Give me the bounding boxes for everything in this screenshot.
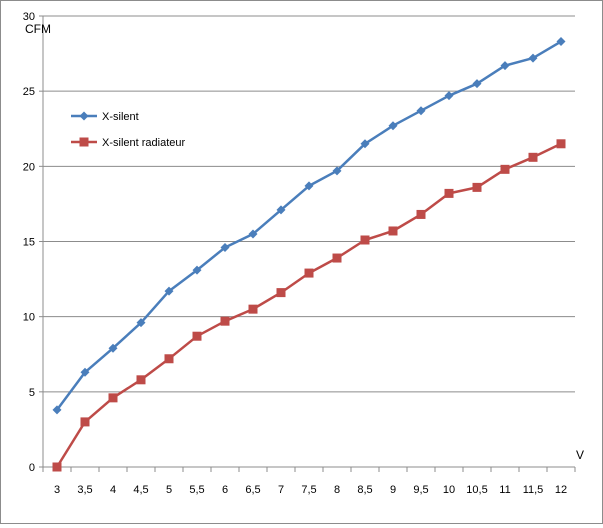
y-tick-label: 25: [23, 86, 35, 98]
x-tick-label: 9,5: [413, 484, 428, 496]
y-tick-label: 5: [29, 387, 35, 399]
data-point: [556, 139, 566, 149]
legend-label: X-silent radiateur: [102, 137, 185, 149]
x-tick-label: 4: [110, 484, 116, 496]
x-tick-label: 6,5: [245, 484, 260, 496]
data-point: [136, 375, 146, 385]
data-point: [388, 121, 398, 131]
series-layer: [52, 37, 566, 472]
legend-item: X-silent radiateur: [71, 137, 185, 149]
legend-label: X-silent: [102, 111, 139, 123]
data-point: [108, 393, 118, 403]
y-tick-label: 10: [23, 312, 35, 324]
y-tick-labels: 0 5 10 15 20 25 30: [23, 11, 35, 474]
data-point: [360, 139, 370, 149]
data-point: [528, 152, 538, 162]
x-tick-label: 6: [222, 484, 228, 496]
data-point: [164, 354, 174, 364]
x-tick-label: 12: [555, 484, 567, 496]
data-point: [248, 229, 258, 239]
x-tick-label: 10: [443, 484, 455, 496]
x-tick-labels: 3 3,5 4 4,5 5 5,5 6 6,5 7 7,5 8 8,5 9 9,5 10 10,5 11 11,5…: [54, 484, 567, 496]
data-point: [304, 181, 314, 191]
x-axis-label: V: [576, 448, 584, 462]
gridlines: [43, 15, 575, 393]
series-2: [52, 139, 566, 472]
y-tick-label: 30: [23, 11, 35, 23]
data-point: [192, 331, 202, 341]
data-point: [388, 226, 398, 236]
data-point: [80, 417, 90, 427]
data-point: [52, 462, 62, 472]
data-point: [304, 268, 314, 278]
data-point: [500, 61, 510, 71]
data-point: [472, 182, 482, 192]
series-1: [52, 37, 566, 415]
x-tick-label: 8,5: [357, 484, 372, 496]
x-tick-label: 5: [166, 484, 172, 496]
data-point: [332, 253, 342, 263]
data-point: [108, 343, 118, 353]
x-tick-label: 9: [390, 484, 396, 496]
legend-item: X-silent: [71, 111, 139, 123]
data-point: [192, 265, 202, 275]
data-point: [276, 288, 286, 298]
data-point: [444, 188, 454, 198]
x-tick-label: 7: [278, 484, 284, 496]
legend-marker: [79, 137, 89, 147]
data-point: [360, 235, 370, 245]
x-tick-label: 3,5: [77, 484, 92, 496]
series-line: [55, 40, 562, 411]
data-point: [528, 53, 538, 63]
y-tick-label: 0: [29, 462, 35, 474]
data-point: [220, 316, 230, 326]
data-point: [276, 205, 286, 215]
y-axis-label: CFM: [25, 22, 51, 36]
data-point: [80, 367, 90, 377]
x-tick-label: 3: [54, 484, 60, 496]
data-point: [444, 91, 454, 101]
legend: X-silent X-silent radiateur: [71, 111, 185, 149]
x-tick-label: 10,5: [466, 484, 487, 496]
x-tick-label: 11,5: [523, 484, 544, 496]
data-point: [248, 304, 258, 314]
legend-marker: [79, 111, 89, 121]
x-tick-label: 5,5: [189, 484, 204, 496]
data-point: [52, 405, 62, 415]
x-tick-label: 8: [334, 484, 340, 496]
data-point: [136, 318, 146, 328]
data-point: [332, 166, 342, 176]
x-tick-label: 11: [499, 484, 510, 496]
y-tick-label: 20: [23, 161, 35, 173]
data-point: [220, 243, 230, 253]
x-tick-label: 7,5: [301, 484, 316, 496]
data-point: [164, 286, 174, 296]
y-tick-label: 15: [23, 237, 35, 249]
data-point: [500, 164, 510, 174]
data-point: [416, 209, 426, 219]
data-point: [472, 79, 482, 89]
series-line: [55, 142, 562, 468]
data-point: [416, 106, 426, 116]
data-point: [556, 37, 566, 47]
x-tick-label: 4,5: [133, 484, 148, 496]
axes: [39, 15, 576, 472]
